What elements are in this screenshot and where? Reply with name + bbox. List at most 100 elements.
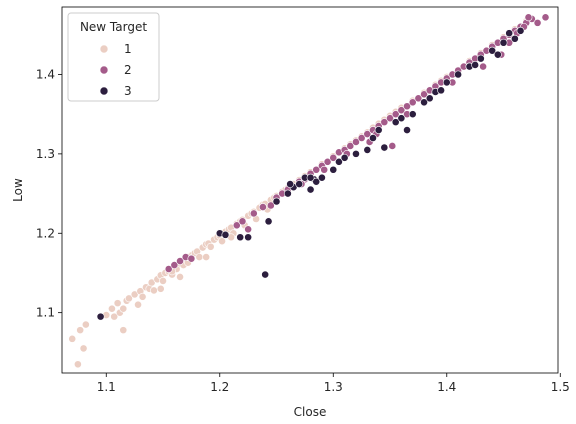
x-tick-label: 1.1	[97, 380, 116, 394]
series-1-point	[73, 360, 82, 369]
x-axis-label: Close	[294, 405, 327, 419]
series-3-point	[352, 149, 360, 158]
legend-label: 3	[124, 84, 132, 98]
series-2-point	[541, 13, 550, 22]
legend: New Target 1 2 3	[67, 12, 160, 102]
series-3-point	[516, 26, 525, 35]
legend-label: 1	[124, 42, 132, 56]
series-3-point	[493, 50, 502, 59]
series-2-point	[388, 142, 397, 150]
series-2-point	[533, 18, 542, 27]
legend-marker	[99, 44, 109, 54]
series-2-point	[414, 94, 423, 103]
series-1-point	[81, 320, 90, 329]
series-3-point	[408, 110, 417, 119]
series-3-point	[96, 312, 105, 321]
series-3-point	[295, 180, 304, 188]
series-1-point	[150, 286, 158, 295]
series-3-point	[306, 185, 315, 194]
series-3-point	[505, 29, 514, 38]
legend-box	[67, 12, 160, 102]
series-1-point	[159, 276, 167, 285]
series-2-point	[244, 225, 253, 234]
series-1-point	[113, 299, 122, 308]
series-2-point	[320, 165, 329, 174]
series-2-point	[258, 203, 267, 211]
series-2-point	[391, 110, 400, 119]
series-2-point	[397, 106, 406, 115]
series-1-point	[195, 253, 204, 261]
series-2-point	[164, 265, 173, 273]
axes-frame	[61, 6, 559, 374]
series-2-point	[170, 261, 179, 269]
series-2-point	[187, 254, 196, 263]
series-2-point	[380, 118, 389, 127]
series-2-point	[408, 98, 417, 107]
x-tick-label: 1.2	[210, 380, 229, 394]
series-3-point	[221, 230, 230, 239]
series-1-point	[68, 334, 77, 343]
series-3-point	[437, 86, 445, 95]
series-2-point	[266, 201, 275, 210]
y-axis-ticks: 1.1 1.2 1.3 1.4	[36, 67, 62, 320]
x-tick-label: 1.5	[551, 380, 570, 394]
series-2-point	[176, 257, 184, 265]
series-3-point	[510, 34, 519, 43]
series-2-point	[357, 134, 366, 142]
legend-title: New Target	[80, 20, 147, 34]
series-2-point	[312, 165, 321, 174]
series-1-point	[156, 284, 165, 293]
y-axis-label: Low	[11, 178, 25, 202]
legend-marker	[99, 86, 109, 96]
series-3-point	[397, 114, 406, 123]
series-2-point	[346, 142, 355, 150]
series-3-point	[499, 38, 508, 47]
series-2-point	[403, 102, 411, 111]
series-3-point	[391, 118, 400, 127]
series-2-point	[479, 62, 487, 71]
series-2-point	[386, 114, 394, 123]
series-1-point	[138, 292, 147, 301]
series-3-point	[318, 173, 326, 182]
series-3-point	[272, 197, 281, 206]
series-3-point	[363, 146, 372, 154]
series-3-point	[283, 189, 292, 198]
legend-marker	[99, 65, 109, 75]
series-3-point	[312, 177, 321, 186]
y-tick-label: 1.3	[36, 147, 55, 161]
legend-label: 2	[124, 63, 132, 77]
data-markers	[68, 13, 550, 369]
series-3-point	[380, 143, 389, 152]
series-3-point	[261, 270, 270, 279]
series-3-point	[335, 157, 343, 166]
y-tick-label: 1.4	[36, 67, 55, 81]
series-2-point	[524, 13, 533, 22]
series-3-point	[236, 233, 245, 242]
x-axis-ticks: 1.1 1.2 1.3 1.4 1.5	[97, 373, 570, 394]
series-1-point	[108, 304, 116, 313]
series-3-point	[329, 165, 338, 174]
series-1-point	[125, 294, 133, 303]
x-tick-label: 1.4	[437, 380, 456, 394]
series-1-point	[134, 300, 142, 309]
series-3-point	[286, 180, 295, 188]
y-tick-label: 1.2	[36, 226, 55, 240]
series-1-point	[110, 312, 119, 321]
series-3-point	[454, 70, 463, 79]
series-3-point	[306, 173, 315, 182]
series-1-point	[119, 304, 128, 313]
series-1-point	[76, 326, 85, 335]
x-tick-label: 1.3	[324, 380, 343, 394]
series-2-point	[249, 209, 258, 218]
legend-entries: 1 2 3	[99, 42, 132, 98]
series-1-point	[119, 326, 128, 335]
series-2-point	[232, 221, 241, 230]
series-1-point	[176, 273, 184, 281]
series-3-point	[374, 126, 383, 134]
series-1-point	[202, 253, 211, 261]
series-3-point	[420, 98, 428, 107]
series-2-point	[238, 217, 247, 226]
series-3-point	[425, 94, 434, 103]
series-2-point	[329, 153, 338, 162]
